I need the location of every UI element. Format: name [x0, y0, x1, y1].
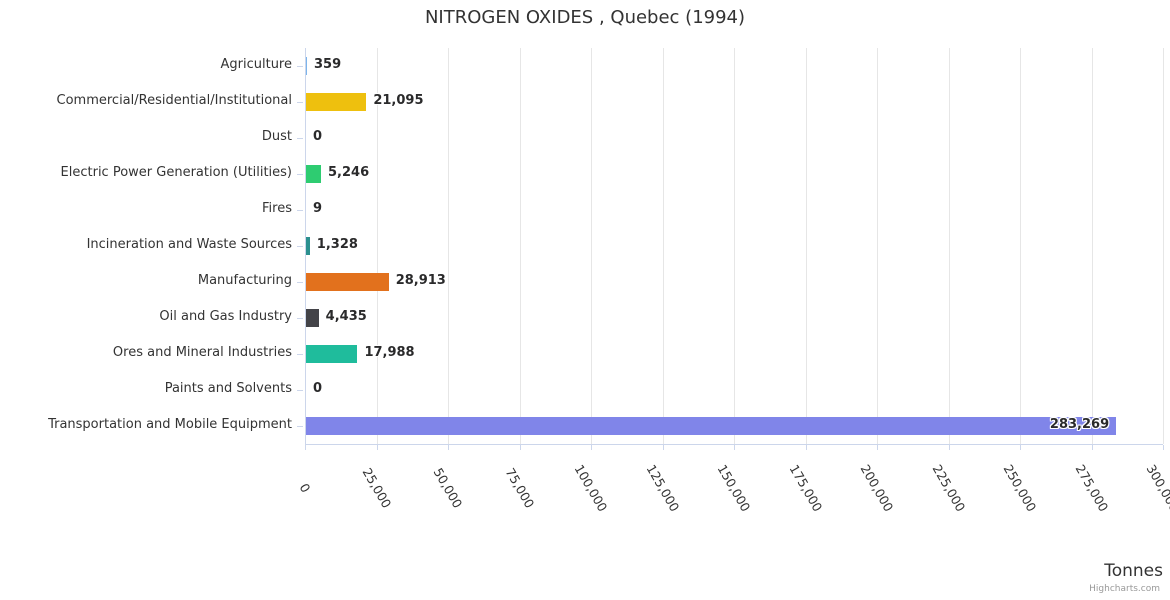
- value-label: 359: [314, 57, 342, 72]
- gridline: [1091, 48, 1093, 444]
- category-label: Transportation and Mobile Equipment: [48, 417, 292, 432]
- x-axis-tick-label: 300,000: [1143, 461, 1170, 515]
- x-axis-tick-label: 75,000: [502, 465, 537, 511]
- x-axis-tick-label: 50,000: [430, 465, 466, 511]
- category-label: Manufacturing: [197, 273, 292, 288]
- x-axis-tick: [662, 445, 664, 450]
- bar[interactable]: [306, 93, 366, 111]
- x-axis-tick-label: 200,000: [857, 461, 897, 515]
- category-label: Electric Power Generation (Utilities): [60, 165, 292, 180]
- category-tick: [297, 354, 303, 355]
- x-axis-tick-label: 250,000: [1000, 461, 1040, 515]
- gridline: [591, 48, 592, 444]
- category-label: Commercial/Residential/Institutional: [56, 93, 293, 108]
- y-axis-line: [305, 48, 306, 444]
- bar[interactable]: [306, 417, 1116, 435]
- x-axis-tick: [1020, 445, 1021, 450]
- category-tick: [297, 210, 303, 211]
- x-axis-tick: [519, 445, 521, 450]
- x-axis-tick-label: 275,000: [1072, 461, 1111, 515]
- category-tick: [297, 174, 303, 175]
- x-axis-line: [305, 444, 1163, 445]
- category-tick: [297, 138, 303, 139]
- category-tick: [297, 66, 303, 67]
- gridline: [376, 48, 378, 444]
- value-label: 4,435: [325, 309, 367, 324]
- x-axis-tick: [448, 445, 449, 450]
- category-tick: [297, 426, 303, 427]
- category-label: Incineration and Waste Sources: [86, 237, 292, 252]
- gridline: [877, 48, 878, 444]
- value-label: 1,328: [316, 237, 358, 252]
- category-tick: [297, 102, 303, 103]
- value-label: 21,095: [373, 93, 424, 108]
- category-tick: [297, 246, 303, 247]
- gridline: [519, 48, 521, 444]
- value-label: 0: [313, 129, 323, 144]
- x-axis-tick-label: 225,000: [929, 461, 968, 515]
- gridline: [948, 48, 950, 444]
- bar[interactable]: [306, 237, 310, 255]
- highcharts-credits-link[interactable]: Highcharts.com: [1089, 584, 1160, 594]
- gridline: [734, 48, 735, 444]
- value-label: 9: [313, 201, 323, 216]
- x-axis-tick: [376, 445, 378, 450]
- x-axis-tick: [591, 445, 592, 450]
- value-label: 28,913: [395, 273, 446, 288]
- x-axis-tick-label: 175,000: [786, 461, 825, 515]
- value-label: 17,988: [364, 345, 415, 360]
- x-axis-tick: [305, 445, 306, 450]
- chart-title: NITROGEN OXIDES , Quebec (1994): [424, 7, 746, 28]
- gridline: [448, 48, 449, 444]
- value-label: 5,246: [328, 165, 370, 180]
- bar[interactable]: [306, 309, 319, 327]
- category-tick: [297, 390, 303, 391]
- gridline: [805, 48, 807, 444]
- x-axis-tick-label: 150,000: [714, 461, 754, 515]
- x-axis-tick: [734, 445, 735, 450]
- x-axis-tick-label: 100,000: [571, 461, 611, 515]
- category-label: Ores and Mineral Industries: [112, 345, 292, 360]
- category-label: Agriculture: [220, 57, 293, 72]
- value-label: 0: [313, 381, 323, 396]
- gridline: [662, 48, 664, 444]
- x-axis-title: Tonnes: [1104, 561, 1163, 581]
- bar[interactable]: [306, 345, 357, 363]
- gridline: [1163, 48, 1164, 444]
- category-tick: [297, 318, 303, 319]
- bar[interactable]: [306, 165, 321, 183]
- category-label: Dust: [261, 129, 292, 144]
- bar[interactable]: [306, 57, 307, 75]
- x-axis-tick: [948, 445, 950, 450]
- category-label: Paints and Solvents: [164, 381, 292, 396]
- category-tick: [297, 282, 303, 283]
- x-axis-tick-label: 25,000: [359, 465, 394, 511]
- x-axis-tick-label: 125,000: [643, 461, 682, 515]
- category-label: Oil and Gas Industry: [159, 309, 292, 324]
- x-axis-tick: [1163, 445, 1164, 450]
- x-axis-tick: [1091, 445, 1093, 450]
- bar[interactable]: [306, 273, 389, 291]
- x-axis-tick: [877, 445, 878, 450]
- value-label: 283,269: [1049, 417, 1110, 432]
- x-axis-tick: [805, 445, 807, 450]
- x-axis-tick-label: 0: [296, 480, 314, 496]
- gridline: [1020, 48, 1021, 444]
- category-label: Fires: [262, 201, 292, 216]
